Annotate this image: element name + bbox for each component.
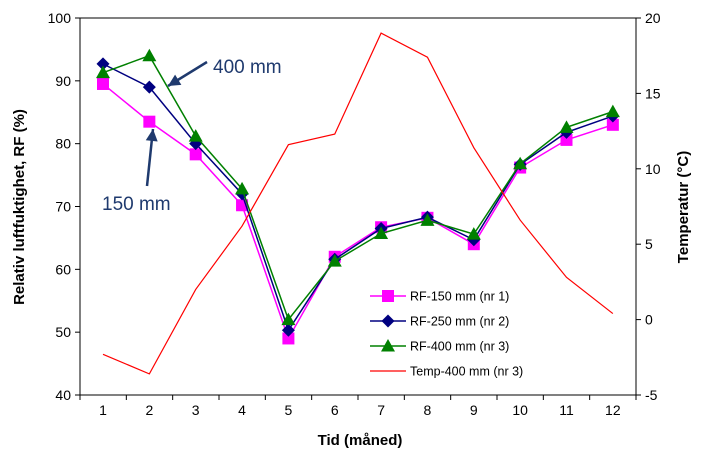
x-tick-label: 4 [238,402,246,418]
data-point-series-1 [282,332,295,345]
legend-label-2: RF-250 mm (nr 2) [410,315,509,329]
right-y-axis-title: Temperatur (°C) [675,151,692,263]
left-y-tick-label: 50 [55,324,71,340]
data-point-series-3 [513,156,528,170]
left-y-tick-label: 100 [48,10,72,26]
x-tick-label: 8 [424,402,432,418]
x-tick-label: 2 [145,402,153,418]
x-tick-label: 6 [331,402,339,418]
left-y-tick-label: 90 [55,73,71,89]
right-y-tick-label: 5 [645,236,653,252]
data-point-series-3 [281,312,296,326]
data-point-series-2 [96,57,110,71]
data-point-series-3 [188,129,203,142]
data-point-series-3 [605,104,620,118]
series-line-1 [102,83,614,341]
right-y-tick-label: -5 [645,387,658,403]
data-point-series-3 [235,181,250,195]
x-tick-label: 9 [470,402,478,418]
annotations: 400 mm 150 mm [102,57,282,215]
x-axis-title: Tid (måned) [318,432,403,449]
annotation-400mm: 400 mm [213,57,282,78]
data-point-series-1 [560,133,573,146]
x-tick-label: 3 [192,402,200,418]
right-y-tick-label: 20 [645,10,661,26]
data-point-series-3 [96,65,110,79]
left-y-tick-label: 80 [55,136,71,152]
series [96,32,620,375]
left-y-axis-title: Relativ luftfuktighet, RF (%) [11,109,28,305]
annotation-150mm: 150 mm [102,194,171,215]
data-point-series-2 [281,323,295,337]
series-line-3 [102,54,614,322]
right-y-tick-label: 0 [645,312,653,328]
left-y-tick-label: 60 [55,261,71,277]
x-tick-label: 11 [559,402,574,418]
data-point-series-3 [466,227,481,240]
data-point-series-3 [327,254,342,267]
data-point-series-3 [420,213,435,226]
annotation-arrow-400mm-head [168,74,182,86]
data-point-series-1 [189,148,202,161]
data-point-series-3 [142,48,157,62]
right-y-tick-label: 15 [645,85,661,101]
data-point-series-2 [142,80,156,94]
x-tick-label: 7 [377,402,385,418]
legend-label-1: RF-150 mm (nr 1) [410,290,509,304]
legend-label-3: RF-400 mm (nr 3) [410,340,509,354]
x-tick-label: 12 [605,402,621,418]
x-tick-label: 5 [285,402,293,418]
data-point-series-3 [374,226,389,240]
right-y-tick-label: 10 [645,161,661,177]
data-point-series-1 [97,77,109,90]
annotation-arrow-150mm-head [145,129,158,142]
legend-label-4: Temp-400 mm (nr 3) [410,365,523,379]
left-y-tick-label: 70 [55,199,71,215]
x-tick-label: 10 [512,402,528,418]
series-line-4 [102,32,614,375]
legend-marker-1 [382,290,394,302]
data-point-series-1 [143,115,156,128]
x-tick-label: 1 [99,402,107,418]
data-point-series-1 [606,118,619,131]
legend-marker-3 [381,339,395,352]
left-y-tick-label: 40 [55,387,71,403]
legend-marker-2 [381,314,395,328]
series-line-2 [102,63,614,332]
legend: RF-150 mm (nr 1) RF-250 mm (nr 2) RF-400 m… [370,290,523,379]
data-point-series-3 [559,120,574,133]
